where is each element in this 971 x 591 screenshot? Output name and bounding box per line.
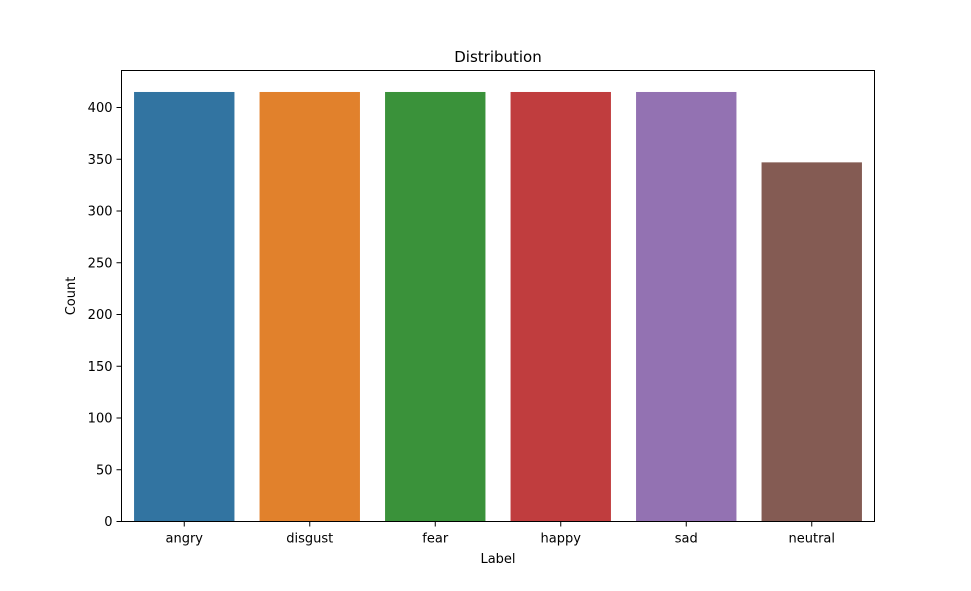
x-tick-label: angry bbox=[166, 532, 204, 547]
y-tick-label: 250 bbox=[88, 256, 113, 271]
y-tick-label: 200 bbox=[88, 308, 113, 323]
x-tick-label: sad bbox=[675, 532, 698, 547]
x-axis-ticks: angry disgust fear happy sad neutral bbox=[166, 521, 836, 547]
bar-angry bbox=[134, 91, 235, 522]
x-tick-label: fear bbox=[422, 532, 449, 547]
y-axis-label: Count bbox=[64, 277, 79, 316]
bar-disgust bbox=[259, 91, 360, 522]
bar-sad bbox=[636, 91, 737, 522]
y-tick-label: 50 bbox=[96, 463, 113, 478]
plot-area-frame bbox=[121, 70, 875, 522]
x-tick-label: neutral bbox=[789, 532, 836, 547]
bar-fear bbox=[385, 91, 486, 522]
x-tick-label: disgust bbox=[286, 532, 333, 547]
y-tick-label: 350 bbox=[88, 153, 113, 168]
y-tick-label: 300 bbox=[88, 205, 113, 220]
chart-title: Distribution bbox=[454, 48, 542, 66]
y-tick-label: 150 bbox=[88, 360, 113, 375]
x-tick-label: happy bbox=[541, 532, 582, 547]
bars-layer bbox=[134, 91, 862, 522]
bar-neutral bbox=[761, 162, 862, 522]
x-axis-label: Label bbox=[480, 552, 515, 567]
y-axis-ticks: 0 50 100 150 200 250 300 350 400 bbox=[88, 101, 122, 530]
y-tick-label: 0 bbox=[104, 515, 112, 530]
y-tick-label: 400 bbox=[88, 101, 113, 116]
y-tick-label: 100 bbox=[88, 412, 113, 427]
bar-happy bbox=[510, 91, 611, 522]
